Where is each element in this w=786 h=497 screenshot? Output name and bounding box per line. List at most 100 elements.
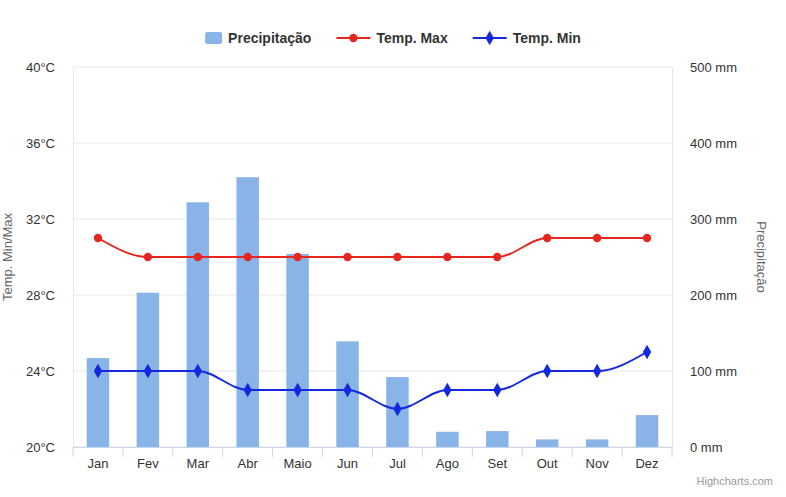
x-tick-label: Jan bbox=[87, 456, 108, 471]
x-tick-label: Fev bbox=[137, 456, 159, 471]
y-tick-label: 36°C bbox=[26, 136, 55, 151]
marker bbox=[293, 383, 301, 397]
marker bbox=[393, 402, 401, 416]
x-divider bbox=[172, 447, 173, 457]
bar bbox=[286, 254, 308, 447]
grid bbox=[73, 67, 672, 447]
marker bbox=[194, 253, 202, 261]
marker bbox=[293, 253, 301, 261]
y2-tick: 300 mm bbox=[672, 212, 737, 227]
y-axis-line bbox=[73, 68, 74, 448]
marker bbox=[94, 234, 102, 242]
x-tick: Fev bbox=[137, 447, 159, 471]
y2-tick-label: 200 mm bbox=[690, 288, 737, 303]
legend-label: Temp. Max bbox=[376, 30, 448, 46]
x-divider bbox=[372, 447, 373, 457]
y-tick-label: 32°C bbox=[26, 212, 55, 227]
y2-tick-label: 300 mm bbox=[690, 212, 737, 227]
marker bbox=[244, 383, 252, 397]
chart: 20°C 24°C 28°C 32°C 36°C 40°C 0 mm 100 mm 200 mm… bbox=[0, 0, 786, 497]
legend-marker bbox=[349, 34, 357, 42]
x-divider bbox=[522, 447, 523, 457]
credits: Highcharts.com bbox=[697, 475, 773, 487]
line-series bbox=[94, 234, 651, 261]
x-axis: Jan Fev Mar Abr Maio Jun Jul Ago Set Out Nov Dez bbox=[73, 447, 673, 471]
bar bbox=[586, 439, 608, 447]
y2-axis-line bbox=[672, 68, 673, 448]
x-divider bbox=[222, 447, 223, 457]
marker bbox=[493, 253, 501, 261]
bar bbox=[137, 293, 159, 447]
marker bbox=[94, 364, 102, 378]
x-tick: Dez bbox=[635, 447, 658, 471]
y2-tick: 100 mm bbox=[672, 364, 737, 379]
y-tick: 20°C bbox=[26, 440, 73, 455]
marker bbox=[144, 364, 152, 378]
y2-tick-label: 100 mm bbox=[690, 364, 737, 379]
bar bbox=[236, 177, 258, 447]
x-tick-label: Ago bbox=[436, 456, 459, 471]
x-divider bbox=[322, 447, 323, 457]
grid-line bbox=[73, 219, 672, 220]
marker bbox=[543, 234, 551, 242]
y-tick: 40°C bbox=[26, 60, 73, 75]
marker bbox=[244, 253, 252, 261]
legend-item: Temp. Max bbox=[336, 30, 448, 46]
marker bbox=[643, 234, 651, 242]
legend-item: Precipitação bbox=[205, 30, 311, 46]
y-tick-label: 20°C bbox=[26, 440, 55, 455]
x-tick: Ago bbox=[436, 447, 459, 471]
x-tick-label: Nov bbox=[586, 456, 610, 471]
marker bbox=[194, 364, 202, 378]
y-axis: 20°C 24°C 28°C 32°C 36°C 40°C bbox=[26, 60, 74, 455]
x-divider bbox=[672, 447, 673, 457]
line bbox=[98, 352, 647, 409]
x-tick-label: Abr bbox=[238, 456, 259, 471]
y-tick: 32°C bbox=[26, 212, 73, 227]
y2-axis: 0 mm100 mm200 mm300 mm400 mm500 mm bbox=[672, 60, 737, 455]
marker bbox=[493, 383, 501, 397]
bar bbox=[436, 432, 458, 447]
marker bbox=[343, 383, 351, 397]
x-tick: Abr bbox=[238, 447, 259, 471]
x-tick-label: Jul bbox=[389, 456, 406, 471]
y2-tick-label: 400 mm bbox=[690, 136, 737, 151]
grid-line bbox=[73, 295, 672, 296]
marker bbox=[443, 383, 451, 397]
y2-tick: 0 mm bbox=[672, 440, 723, 455]
y-tick: 24°C bbox=[26, 364, 73, 379]
y-axis-title: Temp. Min/Max bbox=[0, 212, 15, 301]
y2-axis-title: Precipitação bbox=[754, 221, 769, 293]
bar-series bbox=[87, 177, 659, 447]
grid-line bbox=[73, 143, 672, 144]
x-tick-label: Dez bbox=[635, 456, 658, 471]
x-divider bbox=[272, 447, 273, 457]
marker bbox=[443, 253, 451, 261]
x-divider bbox=[422, 447, 423, 457]
legend-marker bbox=[486, 31, 494, 45]
y-tick: 36°C bbox=[26, 136, 73, 151]
bar bbox=[336, 341, 358, 447]
x-tick-label: Set bbox=[488, 456, 508, 471]
x-tick: Jun bbox=[337, 447, 358, 471]
y2-tick: 200 mm bbox=[672, 288, 737, 303]
x-tick: Jan bbox=[87, 447, 108, 471]
marker bbox=[144, 253, 152, 261]
marker bbox=[643, 345, 651, 359]
x-tick: Out bbox=[537, 447, 558, 471]
marker bbox=[593, 234, 601, 242]
marker bbox=[393, 253, 401, 261]
legend-symbol bbox=[205, 32, 222, 44]
x-tick: Mar bbox=[187, 447, 210, 471]
x-tick: Jul bbox=[389, 447, 406, 471]
x-tick-label: Mar bbox=[187, 456, 210, 471]
marker bbox=[543, 364, 551, 378]
legend: PrecipitaçãoTemp. MaxTemp. Min bbox=[205, 30, 581, 46]
bar bbox=[386, 377, 408, 447]
y-tick-label: 24°C bbox=[26, 364, 55, 379]
y-tick-label: 28°C bbox=[26, 288, 55, 303]
x-divider bbox=[122, 447, 123, 457]
bar bbox=[636, 415, 658, 447]
x-tick-label: Maio bbox=[284, 456, 312, 471]
x-divider bbox=[472, 447, 473, 457]
